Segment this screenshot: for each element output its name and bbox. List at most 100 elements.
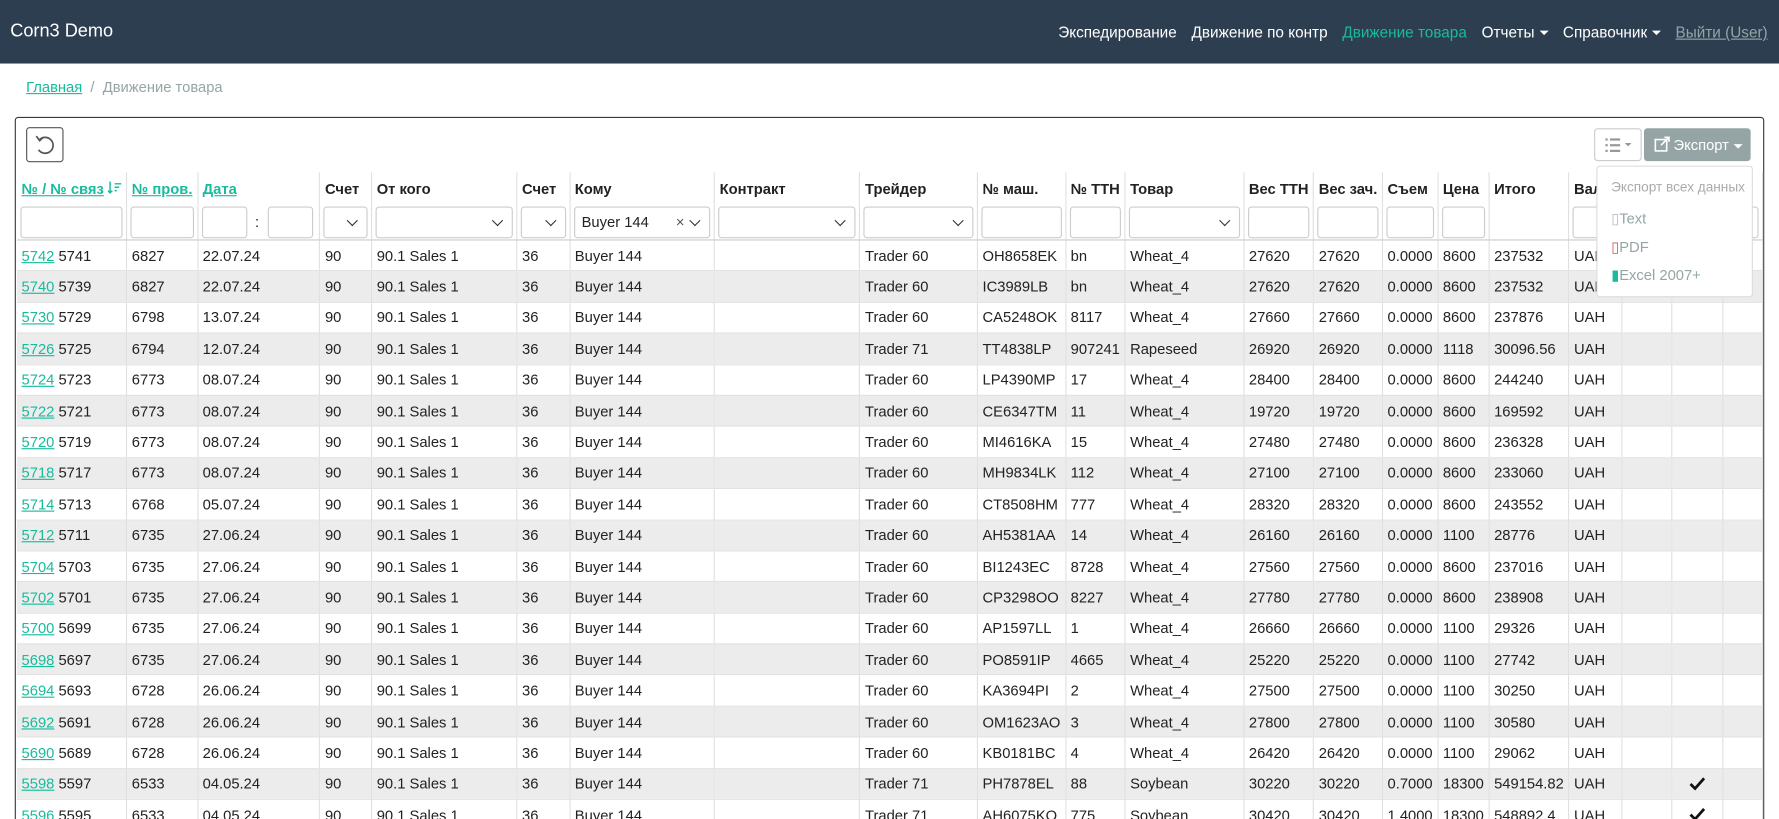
row-link[interactable]: 5742: [22, 247, 55, 264]
cell-text: 36: [522, 620, 538, 637]
filter-input[interactable]: [1386, 206, 1433, 238]
nav-item[interactable]: Движение товара: [1342, 24, 1467, 41]
cell: [1671, 613, 1723, 644]
cell: 5712 5711: [17, 520, 127, 551]
cell-text: 08.07.24: [203, 433, 260, 450]
cell-text: AH6075KO: [983, 806, 1058, 819]
cell-text: Wheat_4: [1130, 620, 1189, 637]
row-link[interactable]: 5692: [22, 713, 55, 730]
row-link[interactable]: 5722: [22, 402, 55, 419]
filter-select[interactable]: Buyer 144×: [574, 206, 711, 238]
cell-text: Trader 60: [865, 651, 928, 668]
cell-text: 90.1 Sales 1: [377, 651, 459, 668]
columns-button[interactable]: [1594, 128, 1642, 161]
reset-button[interactable]: [26, 127, 63, 162]
cell-text: 30220: [1319, 775, 1360, 792]
clear-icon[interactable]: ×: [676, 207, 685, 236]
nav-item[interactable]: Экспедирование: [1058, 24, 1177, 41]
sort-link[interactable]: № / № связ: [22, 180, 104, 197]
menu-item[interactable]: ▯PDF: [1611, 238, 1649, 256]
sort-link[interactable]: Дата: [203, 180, 237, 197]
filter-select[interactable]: [376, 206, 513, 238]
cell-text: 237016: [1494, 558, 1543, 575]
cell-text: 8600: [1443, 589, 1476, 606]
export-button[interactable]: Экспорт: [1644, 128, 1751, 161]
filter-select[interactable]: [521, 206, 566, 238]
filter-input[interactable]: [1069, 206, 1120, 238]
cell: 27742: [1489, 644, 1569, 675]
filter-input[interactable]: [131, 206, 194, 238]
row-link[interactable]: 5730: [22, 309, 55, 326]
row-link[interactable]: 5718: [22, 465, 55, 482]
nav-item[interactable]: Движение по контр: [1192, 24, 1328, 41]
filter-select[interactable]: [1129, 206, 1240, 238]
row-link[interactable]: 5596: [22, 806, 55, 819]
cell-text: 549154.82: [1494, 775, 1564, 792]
row-link[interactable]: 5726: [22, 340, 55, 357]
filter-cell: [1314, 204, 1383, 240]
cell-text: Buyer 144: [575, 558, 642, 575]
cell: Buyer 144: [570, 364, 715, 395]
cell: 5704 5703: [17, 551, 127, 582]
filter-select[interactable]: [718, 206, 855, 238]
row-link[interactable]: 5690: [22, 744, 55, 761]
cell: 88: [1066, 768, 1125, 799]
date-input[interactable]: [202, 206, 247, 238]
cell: 30220: [1244, 768, 1314, 799]
cell-text: 27620: [1319, 278, 1360, 295]
cell-text: IC3989LB: [983, 278, 1049, 295]
filter-input[interactable]: [1318, 206, 1379, 238]
filter-cell: [320, 204, 372, 240]
row-link[interactable]: 5704: [22, 558, 55, 575]
cell: UAH: [1569, 799, 1622, 819]
cell-text: 36: [522, 806, 538, 819]
cell: Wheat_4: [1125, 613, 1244, 644]
row-link[interactable]: 5724: [22, 371, 55, 388]
cell: 1100: [1438, 520, 1489, 551]
cell: [1622, 395, 1672, 426]
row-link[interactable]: 5700: [22, 620, 55, 637]
column-header: № / № связ: [17, 172, 127, 204]
cell-text: UAH: [1574, 620, 1605, 637]
cell: 36: [517, 364, 570, 395]
row-link[interactable]: 5702: [22, 589, 55, 606]
cell-text: 27620: [1249, 278, 1290, 295]
sort-link[interactable]: № пров.: [132, 180, 193, 197]
cell: [714, 675, 859, 706]
crumb-link[interactable]: Главная: [26, 78, 82, 95]
row-link[interactable]: 5598: [22, 775, 55, 792]
date-input[interactable]: [267, 206, 312, 238]
filter-input[interactable]: [1248, 206, 1310, 238]
cell: Wheat_4: [1125, 520, 1244, 551]
filter-select[interactable]: [864, 206, 974, 238]
cell: [714, 737, 859, 768]
row-link[interactable]: 5740: [22, 278, 55, 295]
filter-input[interactable]: [981, 206, 1061, 238]
cell: 5698 5697: [17, 644, 127, 675]
cell: [1723, 644, 1763, 675]
menu-item[interactable]: ▮Excel 2007+: [1611, 267, 1701, 285]
row-link[interactable]: 5694: [22, 682, 55, 699]
column-header: Кому: [570, 172, 715, 204]
row-link[interactable]: 5714: [22, 496, 55, 513]
row-link[interactable]: 5712: [22, 527, 55, 544]
brand[interactable]: Corn3 Demo: [10, 22, 113, 42]
cell: Trader 60: [860, 489, 977, 520]
nav-item[interactable]: Отчеты: [1482, 24, 1549, 41]
filter-input[interactable]: [20, 206, 122, 238]
filter-input[interactable]: [1442, 206, 1485, 238]
cell-text: Trader 60: [865, 433, 928, 450]
cell-text: CP3298OO: [983, 589, 1059, 606]
cell-text: 36: [522, 340, 538, 357]
row-link[interactable]: 5698: [22, 651, 55, 668]
menu-item[interactable]: ▯Text: [1611, 210, 1646, 228]
row-link[interactable]: 5720: [22, 433, 55, 450]
nav-item[interactable]: Выйти (User): [1676, 24, 1768, 41]
cell: [1622, 799, 1672, 819]
cell: Trader 60: [860, 644, 977, 675]
cell: Wheat_4: [1125, 737, 1244, 768]
filter-select[interactable]: [324, 206, 368, 238]
cell: Buyer 144: [570, 302, 715, 333]
cell: Trader 60: [860, 302, 977, 333]
nav-item[interactable]: Справочник: [1563, 24, 1661, 41]
